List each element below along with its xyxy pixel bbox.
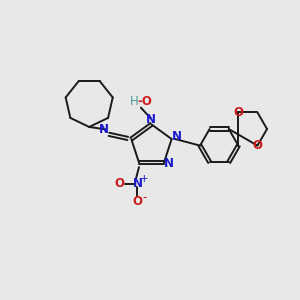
Text: N: N — [146, 113, 156, 126]
Text: O: O — [253, 139, 262, 152]
Text: +: + — [140, 174, 148, 184]
Text: O: O — [132, 195, 142, 208]
Text: N: N — [164, 157, 174, 170]
Text: -: - — [142, 191, 146, 204]
Text: O: O — [115, 177, 124, 190]
Text: N: N — [133, 177, 143, 190]
Text: N: N — [99, 122, 109, 136]
Text: N: N — [172, 130, 182, 143]
Text: -O: -O — [137, 94, 152, 108]
Text: O: O — [233, 106, 243, 119]
Text: H: H — [129, 94, 138, 108]
